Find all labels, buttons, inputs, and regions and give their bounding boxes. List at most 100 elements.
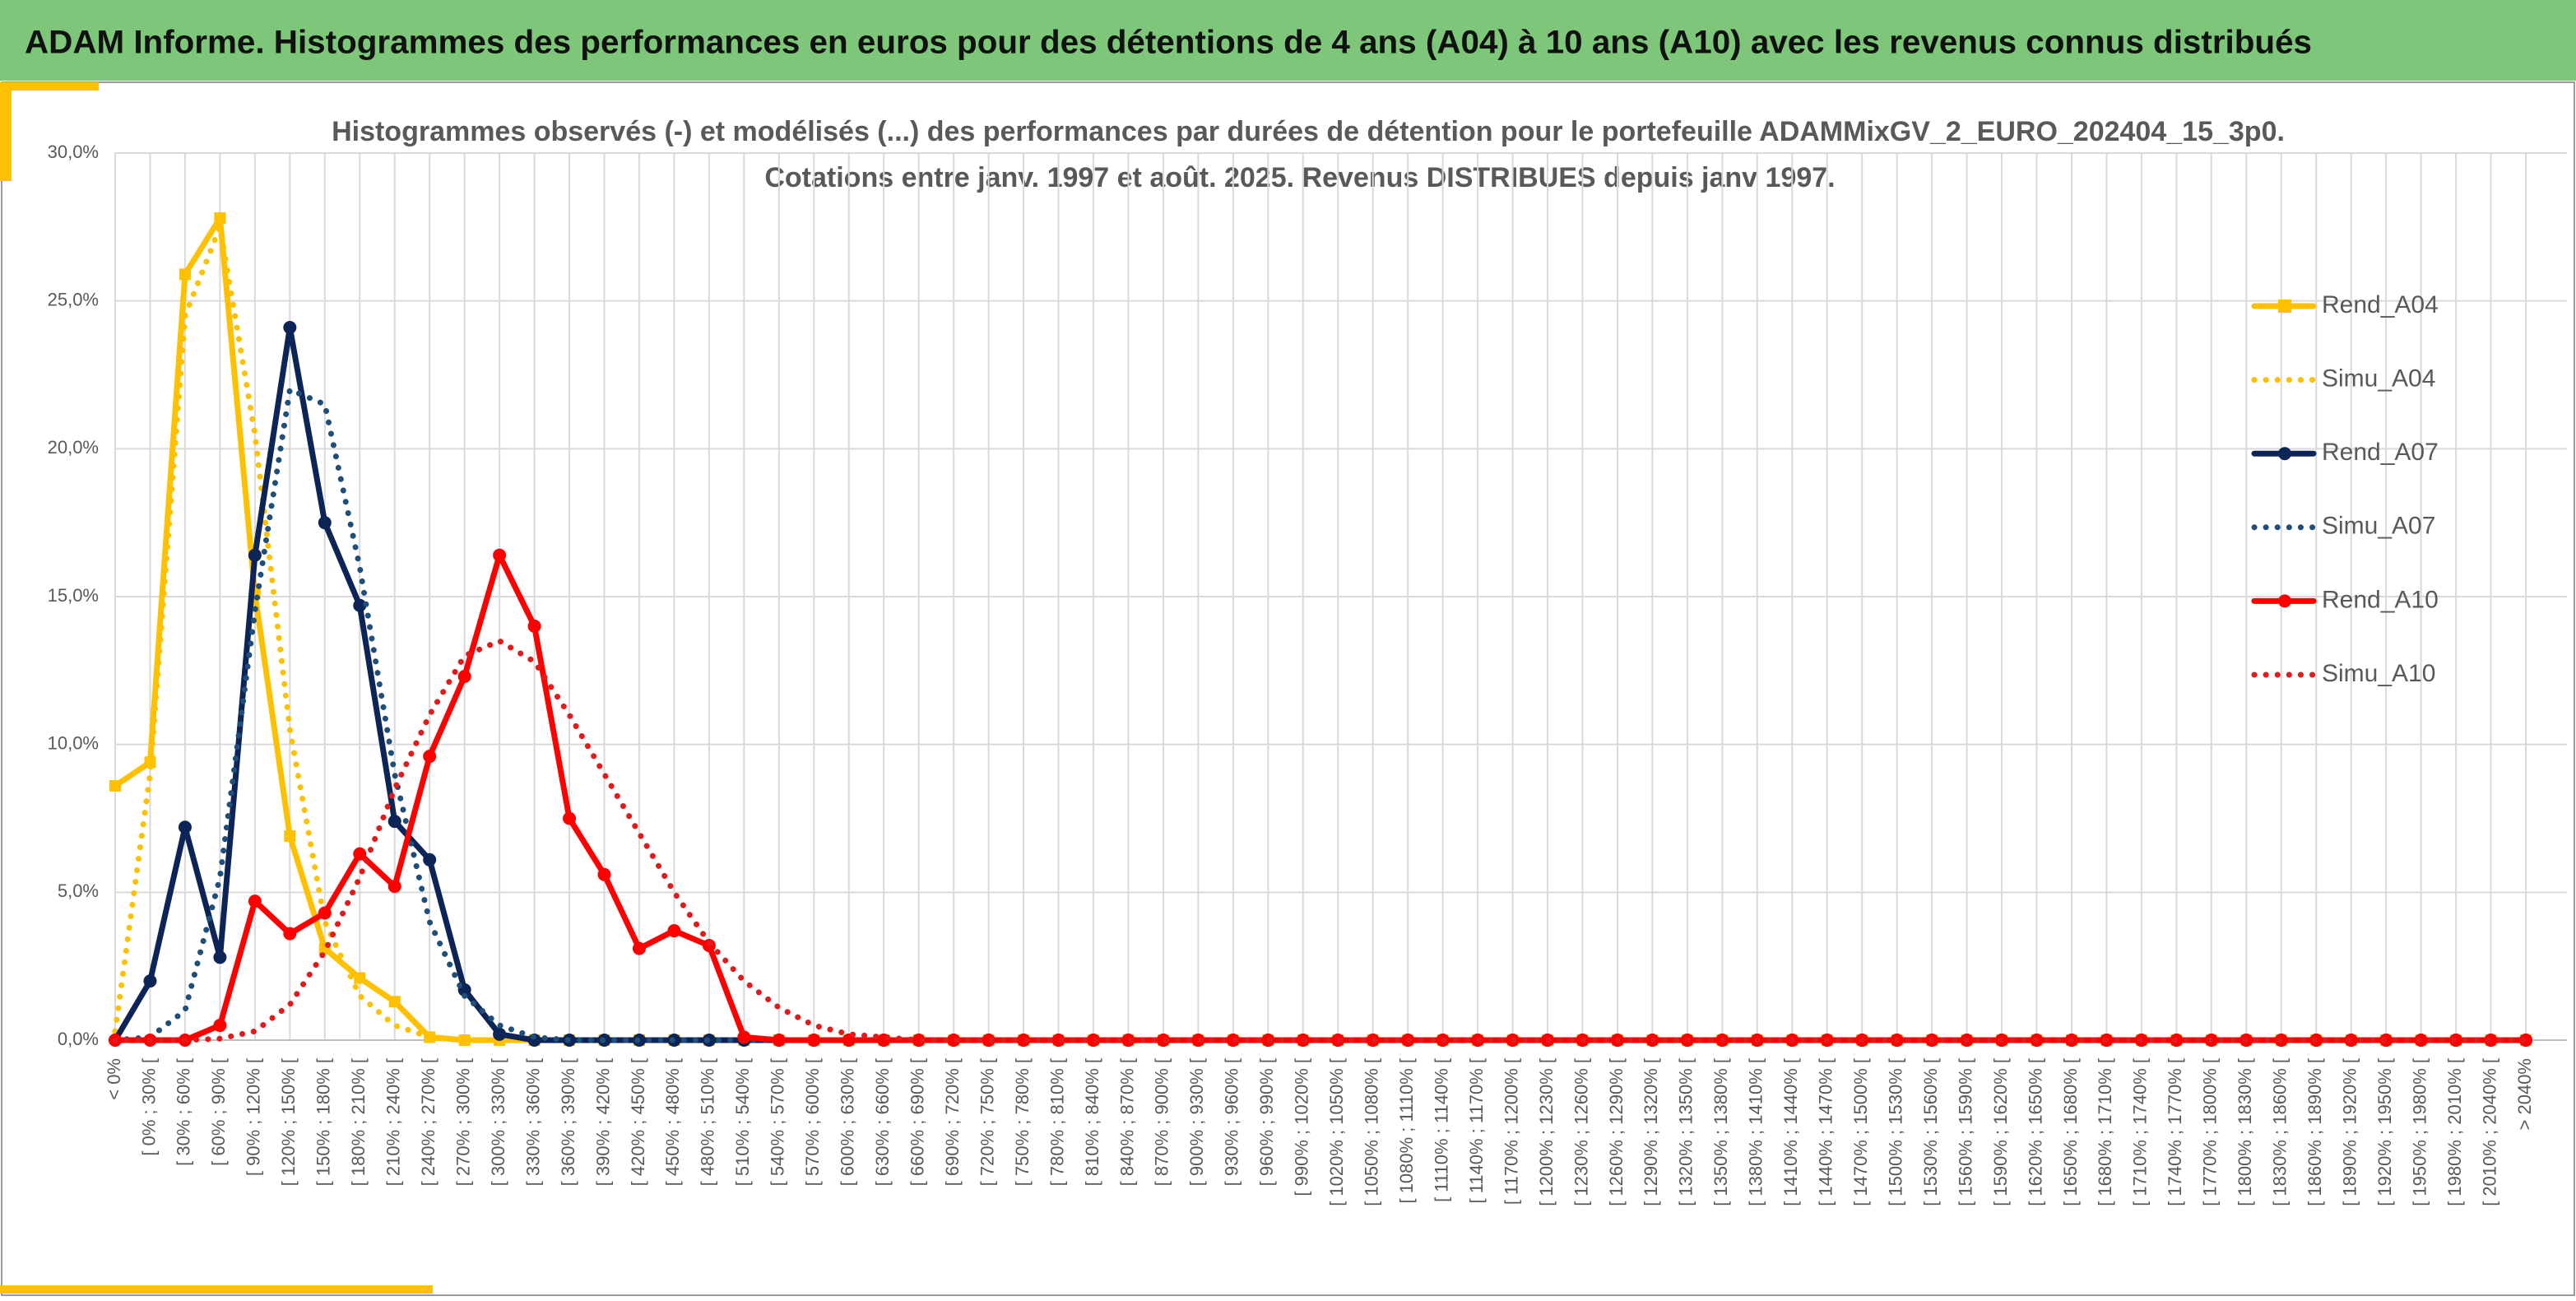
x-tick-label: [ 1650% ; 1680% [ bbox=[2060, 1058, 2081, 1206]
x-tick-label: [ 300% ; 330% [ bbox=[488, 1058, 508, 1186]
marker bbox=[318, 906, 332, 920]
marker bbox=[283, 321, 297, 335]
x-tick-label: [ 1260% ; 1290% [ bbox=[1606, 1058, 1627, 1206]
header-bar bbox=[0, 0, 2576, 81]
accent bbox=[0, 1285, 433, 1294]
x-tick-label: [ 1410% ; 1440% [ bbox=[1780, 1058, 1801, 1206]
x-tick-label: [ 1440% ; 1470% [ bbox=[1816, 1058, 1836, 1206]
y-tick-label: 5,0% bbox=[58, 880, 99, 901]
marker bbox=[353, 598, 367, 612]
marker bbox=[912, 1034, 926, 1047]
y-tick-label: 30,0% bbox=[48, 142, 99, 162]
legend-label: Rend_A07 bbox=[2322, 439, 2439, 466]
series-line bbox=[112, 552, 2529, 1043]
marker bbox=[982, 1034, 996, 1047]
marker bbox=[807, 1034, 821, 1047]
marker bbox=[667, 924, 681, 938]
marker bbox=[214, 212, 226, 225]
x-tick-label: [ 1800% ; 1830% [ bbox=[2235, 1058, 2255, 1206]
y-tick-label: 15,0% bbox=[48, 585, 99, 606]
marker bbox=[284, 830, 296, 843]
chart-frame bbox=[1, 81, 2575, 1296]
x-tick-label: [ 1770% ; 1800% [ bbox=[2200, 1058, 2221, 1206]
marker bbox=[388, 996, 401, 1008]
marker bbox=[318, 516, 332, 530]
x-tick-label: [ 60% ; 90% [ bbox=[208, 1058, 229, 1166]
marker bbox=[353, 847, 367, 861]
x-tick-label: [ 0% ; 30% [ bbox=[138, 1058, 159, 1156]
x-tick-label: [ 240% ; 270% [ bbox=[418, 1058, 439, 1186]
marker bbox=[1017, 1034, 1031, 1047]
x-tick-label: [ 480% ; 510% [ bbox=[698, 1058, 718, 1186]
x-tick-label: [ 510% ; 540% [ bbox=[732, 1058, 753, 1186]
x-tick-label: [ 360% ; 390% [ bbox=[558, 1058, 578, 1186]
x-tick-label: [ 270% ; 300% [ bbox=[453, 1058, 473, 1186]
x-tick-label: [ 1620% ; 1650% [ bbox=[2025, 1058, 2045, 1206]
marker bbox=[493, 548, 507, 562]
x-tick-label: [ 1020% ; 1050% [ bbox=[1326, 1058, 1347, 1206]
x-tick-label: [ 1740% ; 1770% [ bbox=[2165, 1058, 2185, 1206]
x-tick-label: [ 1710% ; 1740% [ bbox=[2130, 1058, 2151, 1206]
x-tick-label: [ 780% ; 810% [ bbox=[1047, 1058, 1067, 1186]
x-tick-label: [ 1500% ; 1530% [ bbox=[1885, 1058, 1905, 1206]
legend-marker bbox=[2278, 447, 2291, 461]
grid: 0,0% 5,0% 10,0% 15,0% 20,0% 25,0% 30,0% < 0% [ 0… bbox=[48, 142, 2567, 1206]
x-tick-label: [ 450% ; 480% [ bbox=[662, 1058, 683, 1186]
marker bbox=[737, 1030, 751, 1044]
x-tick-label: [ 1140% ; 1170% [ bbox=[1466, 1058, 1487, 1204]
marker bbox=[563, 811, 577, 825]
marker bbox=[248, 548, 262, 562]
x-tick-label: [ 1980% ; 2010% [ bbox=[2444, 1058, 2465, 1206]
x-tick-label: [ 1590% ; 1620% [ bbox=[1990, 1058, 2011, 1206]
x-tick-label: [ 1050% ; 1080% [ bbox=[1362, 1058, 1382, 1206]
x-tick-label: [ 690% ; 720% [ bbox=[942, 1058, 963, 1186]
marker bbox=[178, 820, 192, 834]
x-tick-label: [ 1950% ; 1980% [ bbox=[2409, 1058, 2430, 1206]
x-tick-label: [ 120% ; 150% [ bbox=[278, 1058, 299, 1186]
marker bbox=[423, 853, 437, 867]
x-tick-label: [ 1170% ; 1200% [ bbox=[1501, 1058, 1521, 1205]
x-tick-label: [ 2010% ; 2040% [ bbox=[2479, 1058, 2499, 1206]
marker bbox=[248, 894, 262, 908]
legend: Rend_A04 Simu_A04 Rend_A07 Simu_A07 Rend_A10… bbox=[2251, 291, 2439, 687]
x-tick-label: [ 30% ; 60% [ bbox=[174, 1058, 194, 1166]
y-tick-label: 25,0% bbox=[48, 289, 99, 309]
marker bbox=[388, 880, 401, 894]
x-tick-label: [ 1080% ; 1110% [ bbox=[1396, 1058, 1417, 1204]
legend-label: Rend_A04 bbox=[2322, 291, 2439, 318]
chart-title: Histogrammes observés (-) et modélisés (… bbox=[332, 116, 2285, 147]
marker bbox=[388, 815, 401, 829]
x-tick-label: [ 1530% ; 1560% [ bbox=[1920, 1058, 1941, 1206]
marker bbox=[632, 941, 646, 955]
x-tick-label: [ 1470% ; 1500% [ bbox=[1850, 1058, 1871, 1206]
x-tick-label: [ 390% ; 420% [ bbox=[592, 1058, 613, 1186]
legend-label: Simu_A10 bbox=[2322, 660, 2435, 687]
x-tick-label: [ 330% ; 360% [ bbox=[522, 1058, 543, 1186]
x-tick-label: [ 930% ; 960% [ bbox=[1222, 1058, 1242, 1186]
marker bbox=[772, 1034, 786, 1047]
chart-subtitle: Cotations entre janv. 1997 et août. 2025… bbox=[764, 162, 1835, 193]
legend-label: Simu_A07 bbox=[2322, 513, 2435, 540]
header-title: ADAM Informe. Histogrammes des performan… bbox=[25, 25, 2312, 61]
legend-marker bbox=[2278, 594, 2291, 608]
x-tick-label: < 0% bbox=[104, 1058, 124, 1100]
x-tick-label: [ 1290% ; 1320% [ bbox=[1641, 1058, 1661, 1206]
legend-label: Simu_A04 bbox=[2322, 365, 2435, 393]
x-tick-label: [ 1320% ; 1350% [ bbox=[1676, 1058, 1696, 1206]
legend-marker bbox=[2278, 300, 2291, 313]
accent bbox=[0, 82, 12, 181]
x-tick-label: [ 1230% ; 1260% [ bbox=[1571, 1058, 1591, 1206]
x-tick-label: [ 1380% ; 1410% [ bbox=[1746, 1058, 1766, 1206]
x-tick-label: [ 150% ; 180% [ bbox=[313, 1058, 334, 1186]
x-tick-label: [ 720% ; 750% [ bbox=[977, 1058, 997, 1186]
x-tick-label: [ 570% ; 600% [ bbox=[802, 1058, 823, 1186]
marker bbox=[457, 670, 471, 684]
x-tick-label: [ 810% ; 840% [ bbox=[1082, 1058, 1102, 1186]
marker bbox=[109, 779, 121, 792]
x-tick-label: [ 630% ; 660% [ bbox=[872, 1058, 893, 1186]
x-tick-label: [ 840% ; 870% [ bbox=[1116, 1058, 1137, 1186]
x-tick-label: [ 600% ; 630% [ bbox=[838, 1058, 858, 1186]
y-tick-label: 20,0% bbox=[48, 437, 99, 458]
x-tick-label: [ 990% ; 1020% [ bbox=[1292, 1058, 1312, 1196]
x-tick-label: [ 90% ; 120% [ bbox=[244, 1058, 264, 1176]
